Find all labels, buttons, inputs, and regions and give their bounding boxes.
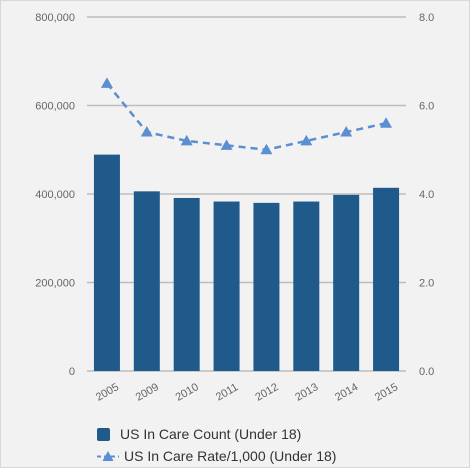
rate-point-marker — [100, 77, 113, 88]
legend-label-count: US In Care Count (Under 18) — [120, 426, 302, 442]
left-axis-tick-label: 800,000 — [35, 12, 75, 24]
left-axis-tick-label: 400,000 — [35, 189, 75, 201]
legend-bar-swatch-icon — [97, 427, 110, 441]
right-axis-tick-label: 2.0 — [419, 278, 434, 290]
rate-point-marker — [140, 126, 153, 137]
left-axis-tick-label: 200,000 — [35, 278, 75, 290]
bar — [333, 194, 360, 371]
bar — [93, 154, 120, 371]
bar — [173, 197, 200, 371]
legend-label-rate: US In Care Rate/1,000 (Under 18) — [124, 448, 337, 464]
left-axis-tick-label: 600,000 — [35, 101, 75, 113]
bar — [373, 187, 400, 371]
x-axis-tick-label: 2015 — [373, 381, 400, 404]
bar — [213, 201, 240, 371]
right-axis-tick-label: 6.0 — [419, 101, 434, 113]
rate-point-marker — [340, 126, 353, 137]
x-axis-tick-label: 2013 — [293, 381, 320, 404]
x-axis-tick-label: 2005 — [94, 381, 121, 404]
bar — [133, 191, 160, 371]
x-axis-tick-label: 2014 — [333, 381, 360, 404]
rate-point-marker — [380, 117, 393, 128]
right-axis-tick-label: 8.0 — [419, 12, 434, 24]
left-axis-tick-label: 0 — [69, 366, 75, 378]
x-axis-tick-label: 2012 — [253, 381, 280, 404]
right-axis-tick-label: 4.0 — [419, 189, 434, 201]
bar — [253, 202, 280, 371]
x-axis-tick-label: 2010 — [174, 381, 201, 404]
right-axis-tick-label: 0.0 — [419, 366, 434, 378]
legend: US In Care Count (Under 18) US In Care R… — [97, 423, 467, 467]
legend-item-count[interactable]: US In Care Count (Under 18) — [97, 423, 467, 445]
rate-point-marker — [260, 143, 273, 155]
rate-point-marker — [220, 139, 233, 150]
rate-point-marker — [300, 134, 313, 146]
chart: 0 200,000 400,000 600,000 800,000 0.0 2.0 4.0 6.… — [35, 12, 434, 404]
bar — [293, 201, 320, 371]
legend-line-swatch-icon — [97, 450, 119, 461]
rate-point-marker — [180, 134, 193, 146]
x-axis-tick-label: 2009 — [134, 381, 161, 404]
rate-series-line — [105, 82, 387, 152]
legend-item-rate[interactable]: US In Care Rate/1,000 (Under 18) — [97, 445, 467, 467]
x-axis-tick-label: 2011 — [214, 381, 240, 403]
